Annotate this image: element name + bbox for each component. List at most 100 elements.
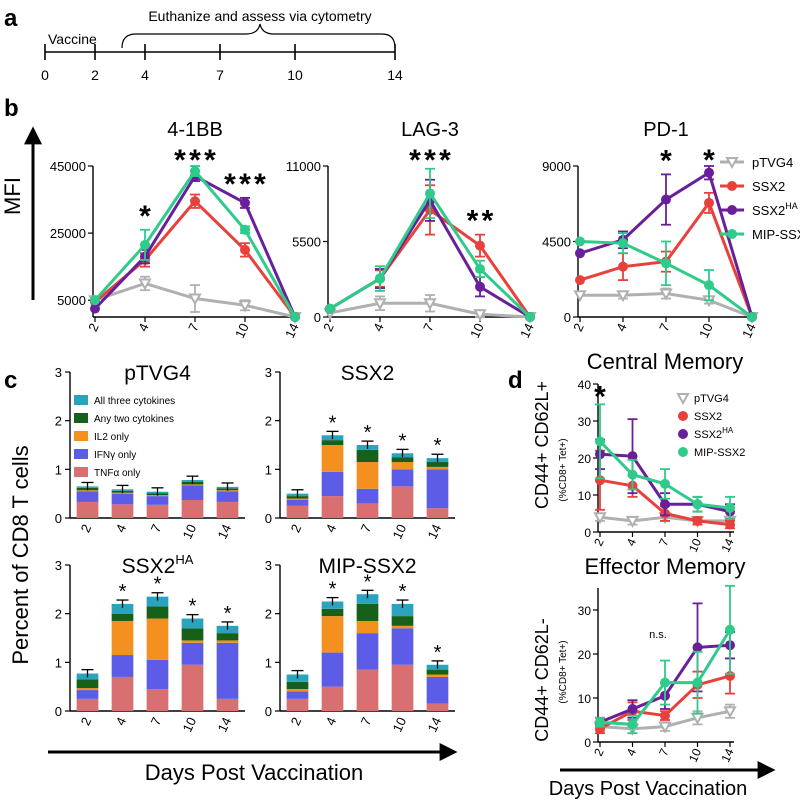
- chart-title: pTVG4: [124, 362, 191, 385]
- bar-segment-ifn-only: [321, 652, 344, 687]
- point-mip-ssx2: [425, 188, 435, 199]
- bar-segment-any-two-cytokines: [321, 608, 344, 617]
- x-tick-label: 7: [656, 536, 672, 548]
- bar-segment-il2-only: [391, 462, 414, 470]
- point-mip-ssx2: [375, 273, 385, 284]
- x-tick-label: 14: [425, 522, 445, 541]
- x-tick-label: 10: [696, 321, 716, 340]
- bar-segment-tnf-only: [76, 501, 99, 518]
- bar-segment-tnf-only: [216, 501, 239, 518]
- significance-star: *: [189, 144, 201, 177]
- x-tick-label: 2: [320, 321, 337, 334]
- timeline: Vaccine Euthanize and assess via cytomet…: [41, 8, 403, 83]
- bar-segment-any-two-cytokines: [216, 633, 239, 641]
- bar-segment-all-three-cytokines: [146, 596, 169, 607]
- days-post-label-d: Days Post Vaccination: [549, 778, 748, 800]
- chart-title: SSX2: [341, 362, 395, 385]
- bar-segment-tnf-only: [146, 504, 169, 518]
- bar-segment-tnf-only: [426, 703, 449, 711]
- bar-segment-any-two-cytokines: [356, 449, 379, 463]
- y-tick-label: 10: [578, 692, 592, 706]
- bar-segment-ifn-only: [146, 659, 169, 690]
- point-pTVG4: [658, 721, 672, 734]
- x-tick-label: 2: [591, 536, 607, 548]
- y-tick-label: 0: [55, 511, 62, 526]
- bar-segment-any-two-cytokines: [391, 457, 414, 463]
- y-tick-label: 3: [55, 365, 62, 380]
- bar-segment-tnf-only: [356, 669, 379, 711]
- bar-segment-ifn-only: [391, 469, 414, 487]
- significance-star: *: [660, 144, 672, 177]
- series-mip-ssx2: [595, 403, 735, 520]
- bar-segment-il2-only: [146, 618, 169, 660]
- x-tick-label: 4: [613, 321, 630, 334]
- chart-title: LAG-3: [401, 119, 459, 141]
- bar-segment-il2-only: [76, 688, 99, 691]
- bar-segment-tnf-only: [286, 698, 309, 711]
- bar-segment-il2-only: [356, 620, 379, 634]
- y-tick-label: 40: [578, 378, 592, 392]
- ns-label: n.s.: [649, 629, 667, 641]
- bar-chart-ptvg4: 0 1 2 3 pTVG4 2 4 7 10 14: [55, 362, 245, 541]
- chart-title: 4-1BB: [167, 119, 223, 141]
- y-tick-label: 1: [265, 655, 272, 670]
- y-tick-label: 20: [578, 648, 592, 662]
- point-ssx2: [692, 515, 703, 526]
- bar-segment-ifn-only: [111, 655, 134, 677]
- point-mip-ssx2: [595, 436, 605, 447]
- point-ssx2ha: [90, 303, 100, 314]
- bar-segment-tnf-only: [321, 496, 344, 518]
- panel-label-a: a: [4, 5, 18, 32]
- significance-star: *: [399, 430, 407, 452]
- bar-segment-tnf-only: [216, 698, 239, 711]
- legend-superscript: HA: [722, 426, 734, 435]
- x-tick-label: 7: [656, 746, 672, 758]
- bar-segment-ifn-only: [181, 642, 204, 665]
- y-tick-label: 20: [578, 452, 592, 466]
- bar-segment-any-two-cytokines: [286, 681, 309, 690]
- bar-segment-il2-only: [391, 625, 414, 629]
- y-tick-label: 2: [55, 607, 62, 622]
- legend-swatch-all-three-cytokines: [74, 395, 88, 405]
- bar-segment-il2-only: [356, 462, 379, 489]
- bar-chart-mip-ssx2: 0 1 2 3 MIP-SSX2 2 4 * 7 * 10 * 14 *: [265, 555, 455, 734]
- em-y-sub: (%CD8+ Tet+): [558, 640, 569, 703]
- panel-label-b: b: [4, 95, 19, 122]
- y-tick-label: 0: [584, 526, 591, 540]
- timeline-tick-label: 2: [91, 67, 99, 83]
- x-tick-label: 14: [517, 321, 537, 340]
- bar-segment-tnf-only: [76, 698, 99, 711]
- point-ssx2: [727, 181, 737, 191]
- bar-segment-ifn-only: [286, 499, 309, 506]
- point-ssx2: [618, 261, 628, 272]
- x-tick-label: 7: [656, 321, 673, 334]
- chart-title: Central Memory: [587, 349, 743, 374]
- bar-segment-any-two-cytokines: [426, 669, 449, 675]
- y-tick-label: 2: [265, 607, 272, 622]
- point-pTVG4: [659, 288, 673, 301]
- x-tick-label: 2: [78, 522, 95, 535]
- y-tick-label: 1: [55, 655, 62, 670]
- legend-d: pTVG4 SSX2 SSX2HA MIP-SSX2: [676, 393, 745, 459]
- point-ssx2: [475, 240, 485, 251]
- legend-label-ssx2ha: SSX2HA: [752, 201, 798, 218]
- bar-segment-ifn-only: [286, 691, 309, 699]
- bar-segment-tnf-only: [111, 504, 134, 518]
- y-tick-label: 0: [584, 736, 591, 750]
- significance-star: *: [439, 144, 451, 177]
- bar-segment-il2-only: [286, 498, 309, 500]
- x-tick-label: 10: [180, 522, 200, 541]
- y-tick-label: 5000: [57, 293, 86, 308]
- bar-segment-ifn-only: [111, 493, 134, 505]
- x-tick-label: 14: [215, 522, 235, 541]
- significance-star: *: [434, 435, 442, 457]
- x-tick-label: 4: [113, 522, 130, 535]
- point-mip-ssx2: [190, 166, 200, 177]
- legend-b: pTVG4 SSX2 SSX2HA MIP-SSX2: [720, 155, 800, 242]
- significance-star: *: [154, 574, 162, 596]
- legend-d-label-ssx2ha: SSX2HA: [694, 426, 734, 441]
- bar-segment-any-two-cytokines: [181, 628, 204, 641]
- point-mip-ssx2: [678, 447, 688, 457]
